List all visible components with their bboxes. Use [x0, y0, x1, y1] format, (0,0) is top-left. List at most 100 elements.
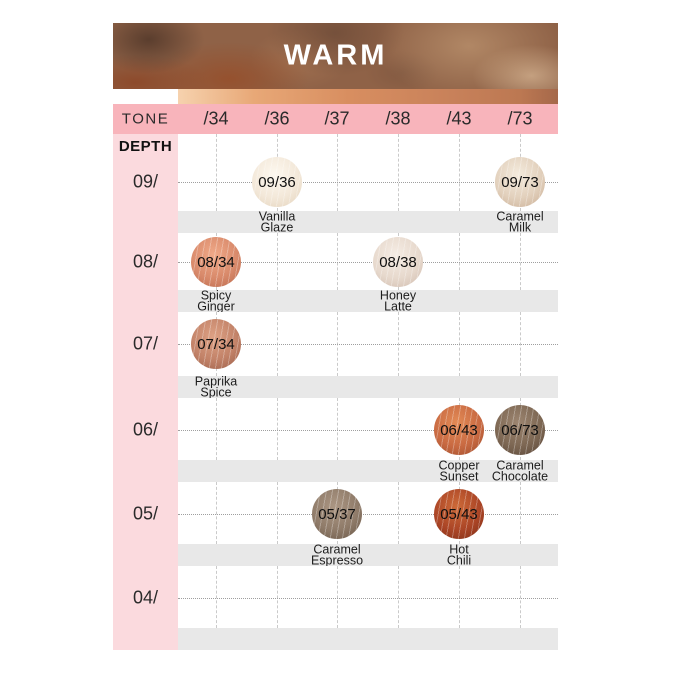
shade-name-07-34: Paprika Spice	[194, 374, 238, 399]
tone-column-label-38: /38	[385, 108, 411, 129]
depth-header-label: DEPTH	[118, 138, 173, 155]
row-name-band: Paprika Spice	[178, 376, 558, 398]
grid-line-vertical	[459, 134, 460, 211]
grid-line-vertical	[216, 482, 217, 544]
shade-name-line: Caramel	[313, 542, 361, 557]
grid-line-horizontal	[178, 344, 558, 345]
grid-line-vertical	[216, 398, 217, 460]
grid-line-horizontal	[178, 430, 558, 431]
shade-name-05-43: Hot Chili	[446, 542, 472, 567]
shade-code: 08/34	[197, 253, 235, 271]
shade-swatch-06-43: 06/43	[434, 405, 484, 455]
grid-line-vertical	[216, 566, 217, 628]
shade-code: 06/73	[501, 421, 539, 439]
grid-line-vertical	[398, 134, 399, 211]
shade-name-line: Glaze	[260, 220, 294, 234]
tone-column-label-43: /43	[446, 108, 472, 129]
tone-header-row: TONE /34/36/37/38/43/73	[113, 104, 558, 134]
shade-name-05-37: Caramel Espresso	[310, 542, 364, 567]
depth-label-08: 08/	[132, 251, 159, 272]
shade-name-line: Spice	[200, 385, 232, 399]
chart-body: DEPTH 09/08/07/06/05/04/ 09/36 09/73 Vanil…	[113, 134, 558, 650]
tone-column-label-37: /37	[324, 108, 350, 129]
banner-title: WARM	[283, 39, 388, 72]
grid-line-vertical	[337, 566, 338, 628]
grid-line-vertical	[459, 566, 460, 628]
row-name-band: Caramel Espresso Hot Chili	[178, 544, 558, 566]
depth-label-05: 05/	[132, 503, 159, 524]
tone-gradient-strip	[178, 89, 558, 104]
shade-name-line: Copper	[438, 458, 480, 473]
shade-name-line: Milk	[508, 220, 532, 234]
grid-line-horizontal	[178, 598, 558, 599]
tone-column-label-36: /36	[264, 108, 290, 129]
shade-swatch-08-38: 08/38	[373, 237, 423, 287]
grid-row-04	[178, 566, 558, 628]
shade-code: 09/73	[501, 173, 539, 191]
grid-line-vertical	[337, 233, 338, 290]
grid-line-vertical	[520, 566, 521, 628]
shade-swatch-09-36: 09/36	[252, 157, 302, 207]
tone-column-label-73: /73	[507, 108, 533, 129]
swatch-grid: 09/36 09/73 Vanilla Glaze Caramel Milk 08/34 08…	[178, 134, 558, 650]
shade-code: 09/36	[258, 173, 296, 191]
row-name-band: Vanilla Glaze Caramel Milk	[178, 211, 558, 233]
shade-name-08-38: Honey Latte	[379, 288, 417, 313]
shade-name-line: Espresso	[310, 553, 364, 567]
shade-code: 07/34	[197, 335, 235, 353]
shade-name-line: Caramel	[496, 209, 544, 224]
shade-name-line: Sunset	[439, 469, 479, 483]
tone-header-label: TONE	[121, 110, 170, 128]
grid-line-horizontal	[178, 514, 558, 515]
tone-column-label-34: /34	[203, 108, 229, 129]
depth-label-07: 07/	[132, 333, 159, 354]
shade-swatch-07-34: 07/34	[191, 319, 241, 369]
shade-name-06-43: Copper Sunset	[438, 458, 480, 483]
grid-row-05: 05/37 05/43	[178, 482, 558, 544]
shade-name-line: Hot	[449, 542, 469, 557]
grid-line-vertical	[520, 233, 521, 290]
shade-code: 06/43	[440, 421, 478, 439]
row-name-band: Copper Sunset Caramel Chocolate	[178, 460, 558, 482]
shade-name-line: Spicy	[200, 288, 232, 303]
shade-name-line: Chocolate	[491, 469, 549, 483]
grid-row-08: 08/34 08/38	[178, 233, 558, 290]
shade-name-line: Chili	[446, 553, 472, 567]
shade-name-line: Ginger	[197, 299, 235, 313]
shade-name-line: Honey	[379, 288, 417, 303]
depth-column: DEPTH 09/08/07/06/05/04/	[113, 134, 178, 650]
shade-name-08-34: Spicy Ginger	[197, 288, 235, 313]
shade-swatch-05-43: 05/43	[434, 489, 484, 539]
depth-label-04: 04/	[132, 587, 159, 608]
shade-code: 05/43	[440, 505, 478, 523]
grid-line-vertical	[398, 482, 399, 544]
grid-line-vertical	[277, 482, 278, 544]
grid-line-vertical	[459, 233, 460, 290]
grid-line-vertical	[277, 566, 278, 628]
shade-swatch-09-73: 09/73	[495, 157, 545, 207]
grid-row-07: 07/34	[178, 312, 558, 376]
shade-swatch-08-34: 08/34	[191, 237, 241, 287]
shade-code: 08/38	[379, 253, 417, 271]
shade-name-line: Vanilla	[258, 209, 296, 224]
shade-name-09-73: Caramel Milk	[496, 209, 544, 234]
grid-row-06: 06/43 06/73	[178, 398, 558, 460]
shade-swatch-06-73: 06/73	[495, 405, 545, 455]
shade-name-09-36: Vanilla Glaze	[258, 209, 296, 234]
grid-line-horizontal	[178, 262, 558, 263]
chart-content: WARM TONE /34/36/37/38/43/73 DEPTH 09/08…	[113, 23, 558, 650]
depth-label-06: 06/	[132, 419, 159, 440]
grid-line-vertical	[398, 398, 399, 460]
shade-code: 05/37	[318, 505, 356, 523]
shade-swatch-05-37: 05/37	[312, 489, 362, 539]
grid-line-vertical	[337, 398, 338, 460]
grid-line-vertical	[216, 134, 217, 211]
grid-line-vertical	[277, 398, 278, 460]
grid-line-vertical	[277, 233, 278, 290]
shade-name-line: Latte	[384, 299, 412, 313]
shade-name-line: Paprika	[194, 374, 238, 389]
depth-label-09: 09/	[132, 171, 159, 192]
grid-line-horizontal	[178, 182, 558, 183]
row-name-band: Spicy Ginger Honey Latte	[178, 290, 558, 312]
